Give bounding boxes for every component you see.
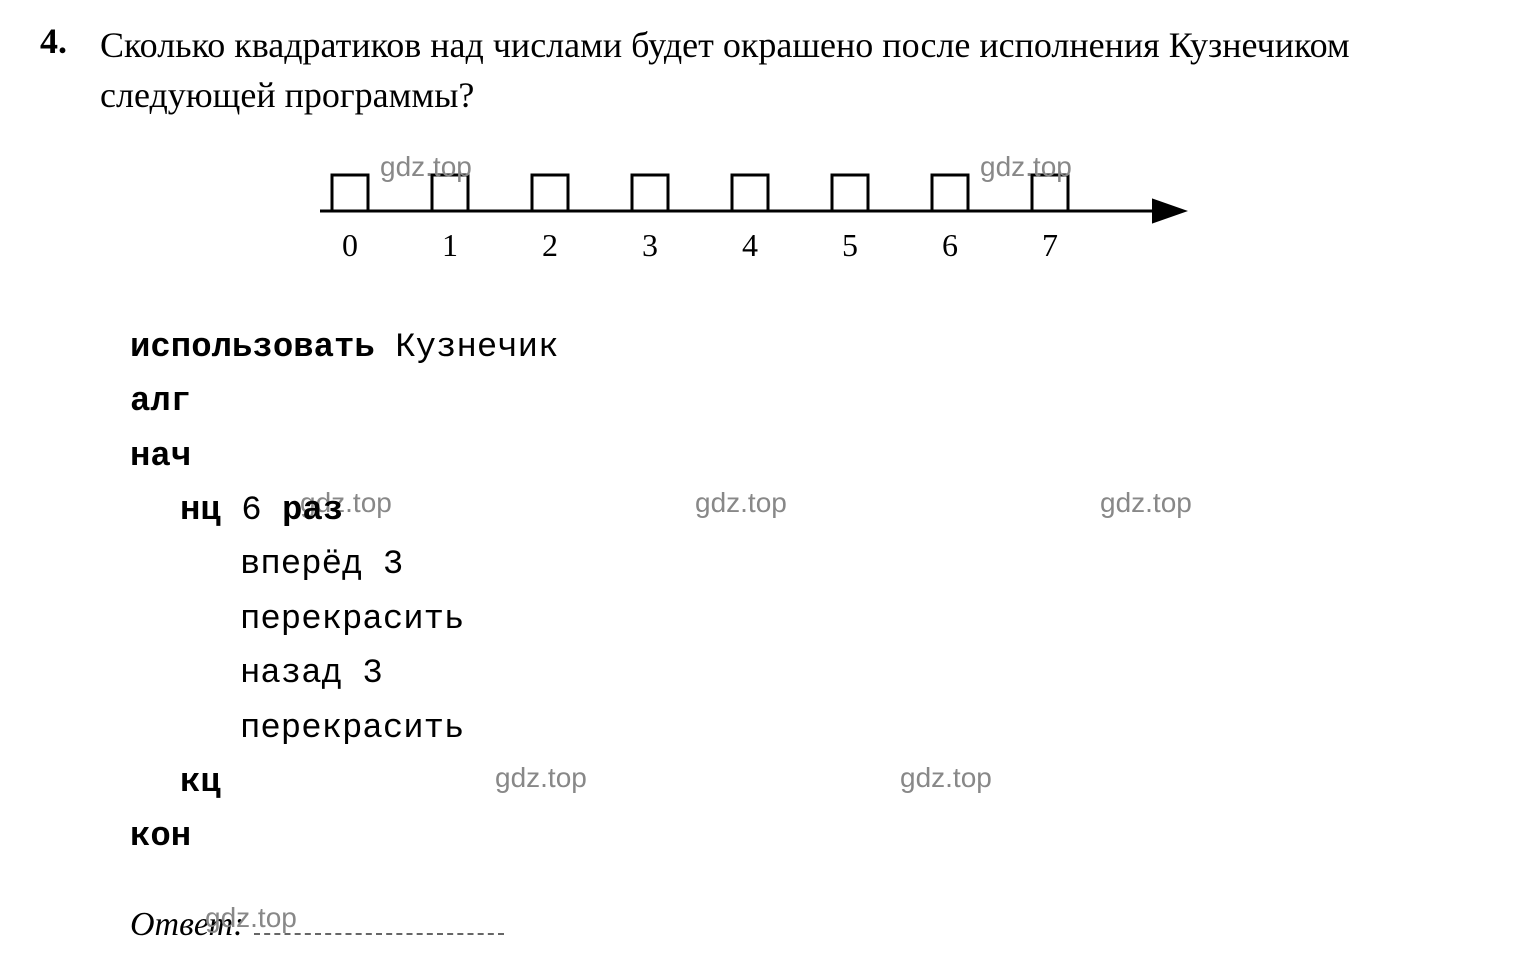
number-line-label: 4: [742, 227, 758, 263]
number-line-square: [1032, 175, 1068, 211]
number-line-label: 5: [842, 227, 858, 263]
number-line-label: 6: [942, 227, 958, 263]
answer-row: Ответ:: [130, 905, 1478, 944]
answer-blank-line: [254, 905, 504, 935]
code-line: вперёд 3: [130, 538, 1478, 592]
code-token: использовать: [130, 329, 375, 367]
number-line-square: [532, 175, 568, 211]
code-token: перекрасить: [240, 710, 464, 748]
number-line-square: [832, 175, 868, 211]
code-line: перекрасить: [130, 593, 1478, 647]
code-line: перекрасить: [130, 702, 1478, 756]
answer-label: Ответ:: [130, 906, 244, 944]
number-line-label: 7: [1042, 227, 1058, 263]
code-token: кц: [180, 764, 221, 802]
number-line-label: 1: [442, 227, 458, 263]
number-line-square: [632, 175, 668, 211]
number-line-label: 2: [542, 227, 558, 263]
number-line-square: [732, 175, 768, 211]
code-line: алг: [130, 375, 1478, 429]
code-token: раз: [282, 492, 343, 530]
code-token: алг: [130, 383, 191, 421]
code-line: нач: [130, 430, 1478, 484]
number-line-label: 0: [342, 227, 358, 263]
code-token: назад 3: [240, 655, 383, 693]
code-token: нач: [130, 438, 191, 476]
number-line-square: [932, 175, 968, 211]
code-line: назад 3: [130, 647, 1478, 701]
code-token: нц: [180, 492, 221, 530]
code-token: вперёд 3: [240, 546, 403, 584]
problem-number: 4.: [40, 20, 80, 62]
code-token: кон: [130, 818, 191, 856]
code-token: Кузнечик: [375, 329, 559, 367]
code-block: gdz.top gdz.top gdz.top gdz.top gdz.top …: [130, 321, 1478, 865]
number-line-container: gdz.top gdz.top 01234567: [320, 161, 1220, 281]
problem-text: Сколько квадратиков над числами будет ок…: [100, 20, 1478, 121]
problem-header: 4. Сколько квадратиков над числами будет…: [40, 20, 1478, 121]
code-line: кц: [130, 756, 1478, 810]
code-line: использовать Кузнечик: [130, 321, 1478, 375]
code-line: кон: [130, 810, 1478, 864]
code-token: 6: [221, 492, 282, 530]
number-line-label: 3: [642, 227, 658, 263]
number-line-svg: 0 1 2 3 4 5 6 7: [320, 161, 1220, 281]
code-line: нц 6 раз: [130, 484, 1478, 538]
number-line-square: [432, 175, 468, 211]
number-line-square: [332, 175, 368, 211]
code-token: перекрасить: [240, 601, 464, 639]
